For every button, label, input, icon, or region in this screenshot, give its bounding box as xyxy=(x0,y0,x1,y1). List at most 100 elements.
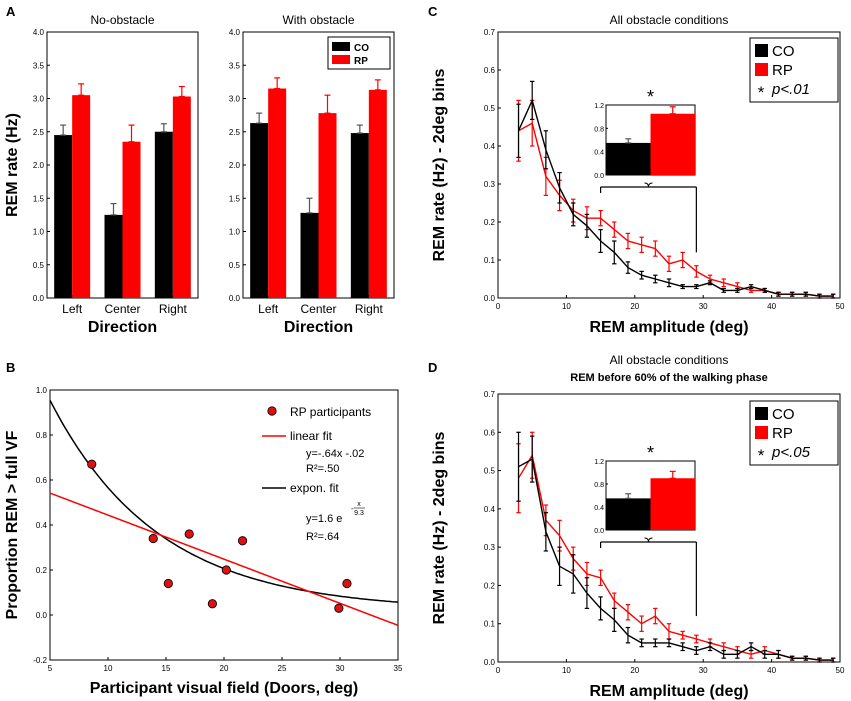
y-tick-label: -0.2 xyxy=(33,656,47,665)
linear-fit-r2: R²=.50 xyxy=(306,463,339,475)
co-bar xyxy=(300,212,319,298)
x-tick-label: 50 xyxy=(836,302,845,311)
scatter-point xyxy=(163,578,173,589)
scatter-point xyxy=(237,536,248,546)
legend-significance: p<.01 xyxy=(771,81,810,98)
legend-significance: p<.05 xyxy=(771,444,811,461)
y-tick-label: 0.3 xyxy=(484,543,496,552)
y-tick-label: 0.5 xyxy=(484,467,496,476)
scatter-point xyxy=(334,603,344,613)
legend-star-icon: * xyxy=(758,83,765,102)
y-axis-label: REM rate (Hz) - 2deg bins xyxy=(431,431,448,624)
legend-label-linear: linear fit xyxy=(290,429,333,443)
y-tick-label: 0.4 xyxy=(484,505,496,514)
x-axis-label: Direction xyxy=(88,319,157,336)
inset-y-tick-label: 0.4 xyxy=(594,150,604,157)
x-tick-label: 40 xyxy=(767,666,776,675)
bar-chart-title: No-obstacle xyxy=(90,13,154,27)
legend-label-expon: expon. fit xyxy=(290,481,339,495)
inset-bracket-notch xyxy=(644,182,653,188)
linear-fit-equation: y=-.64x -.02 xyxy=(306,448,364,460)
rp-bar xyxy=(318,113,337,298)
x-axis-label: Participant visual field (Doors, deg) xyxy=(90,680,359,697)
scatter-point xyxy=(342,578,352,589)
x-tick-label: 15 xyxy=(162,664,171,673)
line-chart-subtitle: REM before 60% of the walking phase xyxy=(570,372,767,384)
scatter-point xyxy=(221,565,231,575)
y-tick-label: 0.3 xyxy=(484,180,496,189)
inset-co-bar xyxy=(606,498,651,530)
y-tick-label: 0.5 xyxy=(484,104,496,113)
y-tick-label: 0.2 xyxy=(36,566,48,575)
legend-swatch-rp xyxy=(755,63,768,76)
expon-fit-equation: y=1.6 e xyxy=(306,513,342,525)
y-tick-label: 0.7 xyxy=(484,390,496,399)
rp-bar xyxy=(172,96,191,298)
scatter-point xyxy=(148,533,158,544)
inset-rp-bar xyxy=(650,478,695,530)
panel-letter-b: B xyxy=(6,360,15,375)
x-tick-label: 5 xyxy=(48,664,53,673)
co-bar xyxy=(104,214,123,298)
x-axis-label: REM amplitude (deg) xyxy=(589,319,748,336)
rp-bar xyxy=(368,89,387,298)
y-tick-label: 0.8 xyxy=(36,431,48,440)
y-tick-label: 3.5 xyxy=(229,61,241,70)
y-tick-label: 1.0 xyxy=(36,386,48,395)
expon-exponent-numerator: x xyxy=(357,501,361,508)
x-axis-label: REM amplitude (deg) xyxy=(589,683,748,700)
co-series-line xyxy=(518,458,834,661)
y-tick-label: 1.0 xyxy=(33,228,45,237)
co-bar xyxy=(154,131,173,298)
y-tick-label: 0.0 xyxy=(36,611,48,620)
scatter-point xyxy=(207,599,217,609)
y-tick-label: 2.0 xyxy=(33,161,45,170)
y-tick-label: 2.5 xyxy=(229,128,241,137)
legend-label-points: RP participants xyxy=(290,405,371,419)
inset-y-tick-label: 1.2 xyxy=(594,103,604,110)
legend-label-co: CO xyxy=(772,406,795,423)
x-tick-label: Left xyxy=(258,302,279,316)
rp-bar xyxy=(72,95,91,298)
x-tick-label: 35 xyxy=(394,664,403,673)
rp-bar xyxy=(268,88,287,299)
x-tick-label: 25 xyxy=(278,664,287,673)
inset-y-tick-label: 0.0 xyxy=(594,173,604,180)
inset-y-tick-label: 0.4 xyxy=(594,505,604,512)
inset-y-tick-label: 0.0 xyxy=(594,528,604,535)
y-tick-label: 0.1 xyxy=(484,256,496,265)
y-tick-label: 0.1 xyxy=(484,620,496,629)
panel-d-frame xyxy=(497,393,841,663)
co-series-line xyxy=(517,98,834,297)
x-tick-label: 10 xyxy=(104,664,113,673)
y-tick-label: 2.0 xyxy=(229,161,241,170)
x-tick-label: 20 xyxy=(630,302,639,311)
legend-label-co: CO xyxy=(772,43,795,60)
legend-star-icon: * xyxy=(758,446,765,465)
y-axis-label: Proportion REM > full VF xyxy=(4,430,21,619)
panel-b-frame xyxy=(49,389,399,661)
y-tick-label: 0.2 xyxy=(484,581,496,590)
co-bar xyxy=(250,123,269,298)
y-tick-label: 0.0 xyxy=(484,658,496,667)
inset-rp-bar xyxy=(650,113,695,175)
y-tick-label: 0.5 xyxy=(33,261,45,270)
bar-chart-title: With obstacle xyxy=(282,13,354,27)
legend-marker-points xyxy=(267,406,277,416)
legend-label-rp: RP xyxy=(354,56,368,67)
x-tick-label: 30 xyxy=(699,302,708,311)
x-tick-label: Right xyxy=(355,302,384,316)
legend-swatch-co xyxy=(755,407,768,420)
x-tick-label: 50 xyxy=(836,666,845,675)
y-axis-label: REM rate (Hz) xyxy=(4,113,21,217)
y-tick-label: 3.0 xyxy=(229,95,241,104)
panel-c-frame xyxy=(497,31,841,299)
y-tick-label: 1.5 xyxy=(229,194,241,203)
y-tick-label: 4.0 xyxy=(229,28,241,37)
y-tick-label: 0.2 xyxy=(484,218,496,227)
legend-swatch-rp xyxy=(332,55,350,64)
inset-co-bar xyxy=(606,142,651,175)
legend-swatch-co xyxy=(332,42,350,51)
x-tick-label: 0 xyxy=(496,302,501,311)
